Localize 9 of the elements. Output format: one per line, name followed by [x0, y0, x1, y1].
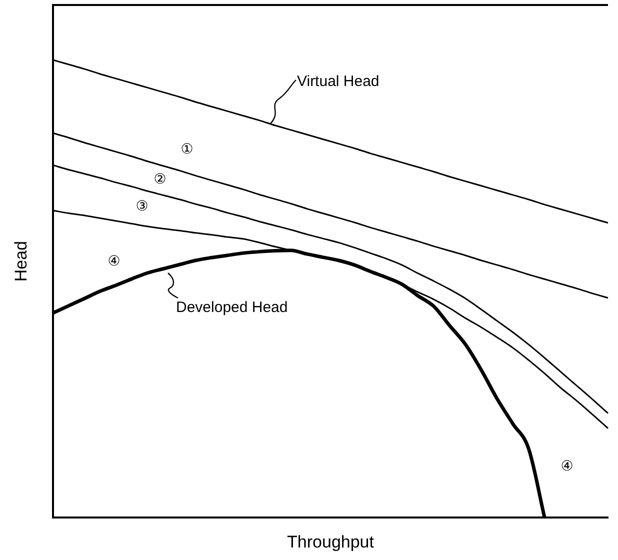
annotation: ④	[560, 458, 574, 475]
legend-label: Developed Head	[176, 299, 288, 316]
x-axis-title: Throughput	[287, 532, 374, 552]
annotation: ②	[154, 172, 166, 188]
annotation: ③	[136, 198, 148, 215]
text: Virtual Head	[297, 73, 380, 90]
annotation: ①	[180, 142, 194, 158]
annotation: ④	[108, 254, 120, 270]
y-axis-title: Head	[12, 240, 31, 282]
